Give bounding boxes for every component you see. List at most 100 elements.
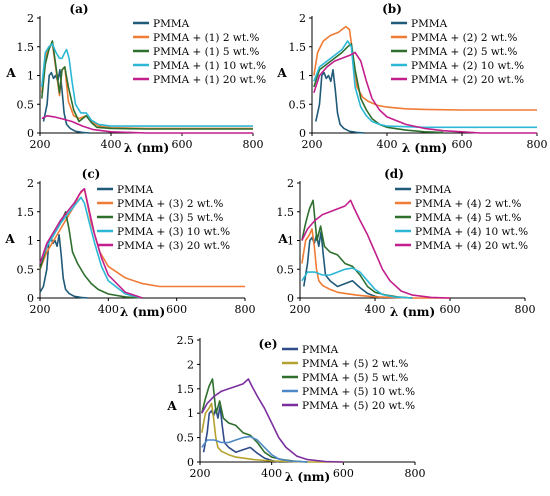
series-line (41, 40, 253, 130)
chart-panel: 0 0.5 1 1.5 2 200 400 600 800 λ (nm) A (d) PMMA PMMA … (277, 167, 536, 319)
legend-entry: PMMA + (2) 20 wt.% (411, 74, 524, 86)
y-tick-label: 2 (27, 12, 34, 25)
y-axis-label: A (276, 66, 287, 80)
x-tick-label: 600 (172, 138, 193, 151)
legend-entry: PMMA + (3) 20 wt.% (117, 240, 230, 252)
x-tick-label: 200 (190, 467, 211, 480)
legend-entry: PMMA + (4) 20 wt.% (415, 240, 528, 252)
legend-entry: PMMA (415, 184, 452, 196)
legend-entry: PMMA (117, 184, 154, 196)
y-tick-label: 1.5 (277, 206, 295, 219)
series-line (303, 231, 383, 299)
x-tick-label: 400 (377, 138, 398, 151)
y-tick-label: 0 (27, 127, 34, 140)
legend-entry: PMMA + (1) 20 wt.% (153, 74, 266, 86)
series-line (301, 267, 413, 299)
panel-label: (b) (382, 2, 402, 16)
series-line (201, 378, 308, 463)
panel-label: (e) (259, 337, 278, 351)
series-line (301, 199, 451, 299)
x-tick-label: 200 (302, 138, 323, 151)
x-tick-label: 400 (98, 303, 119, 316)
y-axis-label: A (4, 232, 15, 246)
legend-entry: PMMA + (1) 5 wt.% (153, 46, 259, 58)
y-tick-label: 0 (187, 456, 194, 469)
x-axis-label: λ (nm) (285, 470, 330, 484)
legend-entry: PMMA + (5) 10 wt.% (302, 386, 415, 398)
panel-label: (d) (384, 167, 404, 181)
legend-entry: PMMA + (1) 10 wt.% (153, 60, 266, 72)
y-tick-label: 1 (287, 235, 294, 248)
series-line (41, 115, 253, 134)
legend: PMMA PMMA + (1) 2 wt.% PMMA + (1) 5 wt.% PM… (133, 18, 266, 86)
legend-entry: PMMA + (3) 5 wt.% (117, 212, 223, 224)
legend-entry: PMMA + (2) 10 wt.% (411, 60, 524, 72)
y-axis-label: A (166, 399, 177, 413)
legend-entry: PMMA + (3) 10 wt.% (117, 226, 230, 238)
y-tick-label: 2 (187, 358, 194, 371)
y-tick-label: 1 (27, 70, 34, 83)
legend-entry: PMMA + (4) 5 wt.% (415, 212, 521, 224)
legend-entry: PMMA + (4) 10 wt.% (415, 226, 528, 238)
series-line (39, 196, 143, 299)
y-axis-label: A (277, 232, 288, 246)
y-tick-label: 0.5 (289, 98, 307, 111)
y-tick-label: 2 (27, 177, 34, 190)
y-tick-label: 1.5 (289, 41, 307, 54)
x-axis-label: λ (nm) (120, 305, 165, 319)
series-line (301, 199, 413, 299)
x-tick-label: 200 (30, 303, 51, 316)
legend-entry: PMMA + (5) 5 wt.% (302, 372, 408, 384)
legend: PMMA PMMA + (3) 2 wt.% PMMA + (3) 5 wt.% PM… (97, 184, 230, 252)
legend: PMMA PMMA + (4) 2 wt.% PMMA + (4) 5 wt.% PM… (395, 184, 528, 252)
y-tick-label: 0 (287, 292, 294, 305)
y-tick-label: 1.5 (17, 41, 35, 54)
x-tick-label: 800 (243, 138, 264, 151)
series-line (201, 402, 344, 463)
y-tick-label: 2.5 (177, 334, 195, 347)
y-tick-label: 1 (187, 407, 194, 420)
chart-panel: 0 0.5 1 1.5 2 200 400 600 800 λ (nm) A (a) PMMA PMMA … (5, 2, 266, 155)
y-tick-label: 0 (27, 292, 34, 305)
legend: PMMA PMMA + (2) 2 wt.% PMMA + (2) 5 wt.% PM… (391, 18, 524, 86)
x-tick-label: 800 (235, 303, 256, 316)
legend-entry: PMMA (153, 18, 190, 30)
panel-label: (c) (82, 167, 101, 181)
y-tick-label: 0.5 (17, 263, 35, 276)
series-line (315, 69, 365, 134)
x-tick-label: 800 (515, 303, 536, 316)
legend: PMMA PMMA + (5) 2 wt.% PMMA + (5) 5 wt.% PM… (282, 344, 415, 412)
y-tick-label: 1 (299, 70, 306, 83)
legend-entry: PMMA + (2) 5 wt.% (411, 46, 517, 58)
legend-entry: PMMA + (2) 2 wt.% (411, 32, 517, 44)
x-tick-label: 400 (101, 138, 122, 151)
legend-entry: PMMA + (1) 2 wt.% (153, 32, 259, 44)
panel-label: (a) (69, 2, 88, 16)
y-tick-label: 0.5 (17, 98, 35, 111)
series-line (202, 405, 279, 463)
legend-entry: PMMA + (5) 20 wt.% (302, 400, 415, 412)
legend-entry: PMMA (302, 344, 339, 356)
x-tick-label: 600 (440, 303, 461, 316)
series-line (313, 43, 444, 134)
series-line (201, 378, 344, 463)
x-tick-label: 600 (452, 138, 473, 151)
chart-panel: 0 0.5 1 1.5 2 200 400 600 800 λ (nm) A (c) PMMA PMMA … (4, 167, 255, 319)
series-line (313, 40, 537, 129)
y-tick-label: 1.5 (17, 206, 35, 219)
x-axis-label: λ (nm) (402, 141, 447, 155)
y-tick-label: 0.5 (177, 432, 195, 445)
series-line (201, 435, 308, 463)
x-tick-label: 400 (365, 303, 386, 316)
y-tick-label: 2 (287, 177, 294, 190)
series-line (39, 234, 88, 299)
y-tick-label: 1 (27, 235, 34, 248)
legend-entry: PMMA (411, 18, 448, 30)
y-tick-label: 0 (299, 127, 306, 140)
series-line (41, 43, 253, 127)
x-tick-label: 600 (333, 467, 354, 480)
x-tick-label: 800 (527, 138, 548, 151)
chart-panel: 0 0.5 1 1.5 2 200 400 600 800 λ (nm) A (b) PMMA PMMA … (276, 2, 547, 155)
